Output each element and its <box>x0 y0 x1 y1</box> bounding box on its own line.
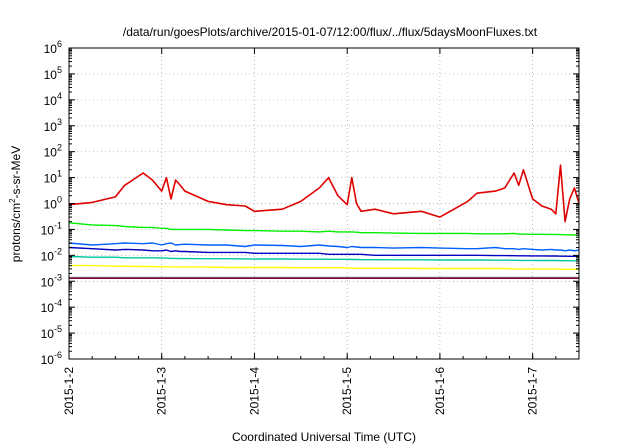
y-axis-ticks: 10-6 10-5 10-4 10-3 10-2 10-1 100 101 102 103 104 1… <box>41 39 579 367</box>
series-line-3 <box>68 246 580 258</box>
y-tick-label: 10-2 <box>41 246 62 263</box>
y-tick-label: 103 <box>44 117 62 134</box>
y-tick-label: 100 <box>44 195 62 212</box>
y-tick-label: 10-5 <box>41 324 62 341</box>
y-axis-label: protons/cm2-s-sr-MeV <box>8 146 23 262</box>
x-tick-label: 2015-1-7 <box>526 367 540 415</box>
series-line-0 <box>68 164 580 223</box>
series-line-2 <box>68 242 580 252</box>
x-tick-label: 2015-1-4 <box>247 367 261 415</box>
chart-title: /data/run/goesPlots/archive/2015-01-07/1… <box>123 25 538 39</box>
y-tick-label: 10-4 <box>41 298 62 315</box>
grid <box>69 48 579 359</box>
series-layer <box>68 164 580 279</box>
x-tick-label: 2015-1-3 <box>155 367 169 415</box>
y-tick-label: 104 <box>44 91 62 108</box>
y-tick-label: 101 <box>44 169 62 186</box>
y-tick-label: 10-3 <box>41 272 62 289</box>
x-axis-label: Coordinated Universal Time (UTC) <box>232 430 416 444</box>
x-tick-label: 2015-1-6 <box>433 367 447 415</box>
series-line-5 <box>69 264 579 270</box>
y-tick-label: 106 <box>44 39 62 56</box>
y-tick-label: 10-1 <box>41 220 62 237</box>
x-axis-ticks: 2015-1-2 2015-1-3 2015-1-4 2015-1-5 2015-1-6… <box>62 48 580 415</box>
x-tick-label: 2015-1-5 <box>340 367 354 415</box>
y-tick-label: 10-6 <box>41 350 62 367</box>
series-line-4 <box>68 255 579 262</box>
series-line-1 <box>68 222 580 236</box>
x-tick-label: 2015-1-2 <box>62 367 76 415</box>
y-tick-label: 102 <box>44 143 62 160</box>
y-tick-label: 105 <box>44 65 62 82</box>
